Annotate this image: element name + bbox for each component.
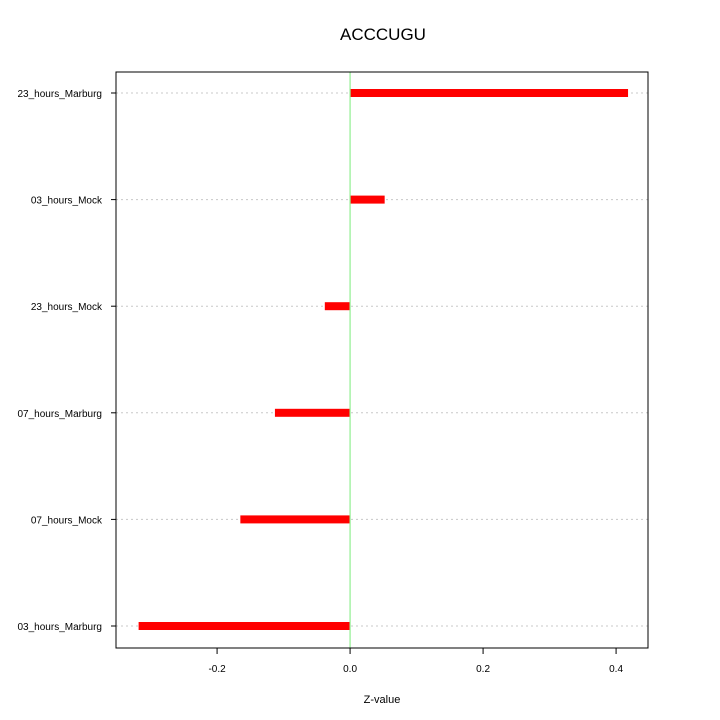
x-tick-label: 0.0: [343, 664, 357, 675]
bar: [138, 622, 351, 630]
y-tick-label: 03_hours_Marburg: [18, 622, 103, 633]
x-axis-label: Z-value: [364, 694, 401, 706]
y-tick-labels: 03_hours_Marburg 07_hours_Mock 07_hours_Ma…: [18, 89, 116, 633]
bars: [138, 89, 629, 630]
x-tick-label: 0.2: [476, 664, 490, 675]
x-tick-label: 0.4: [609, 664, 623, 675]
x-tick-label: -0.2: [208, 664, 226, 675]
plot-frame: [115, 71, 649, 649]
bar: [350, 195, 385, 204]
bar: [240, 515, 351, 524]
gridlines: [116, 92, 648, 627]
x-axis: -0.2 0.0 0.2 0.4: [208, 647, 623, 675]
y-tick-label: 23_hours_Marburg: [18, 89, 103, 100]
y-tick-label: 07_hours_Marburg: [18, 409, 103, 420]
bar: [274, 408, 351, 417]
bar: [350, 89, 629, 97]
y-tick-label: 07_hours_Mock: [31, 515, 103, 526]
y-tick-label: 23_hours_Mock: [31, 302, 103, 313]
chart-title: ACCCUGU: [340, 25, 426, 44]
bar: [324, 302, 351, 311]
y-tick-label: 03_hours_Mock: [31, 196, 103, 207]
